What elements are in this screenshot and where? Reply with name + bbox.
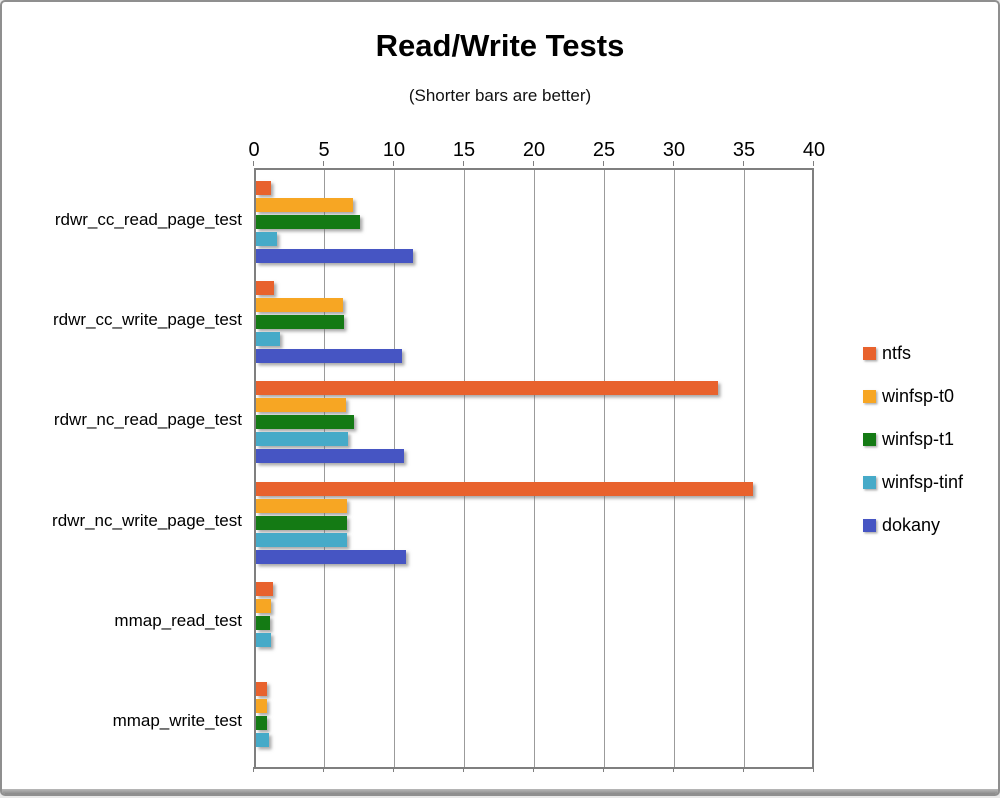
- legend-swatch-icon: [863, 519, 876, 532]
- legend-label: winfsp-tinf: [882, 472, 964, 492]
- category-label: rdwr_nc_write_page_test: [52, 511, 242, 530]
- gridline: [674, 170, 675, 767]
- x-tick-label: 20: [522, 139, 546, 161]
- bar-dokany: [256, 349, 402, 363]
- legend-swatch-icon: [863, 390, 876, 403]
- category-label: mmap_read_test: [114, 611, 242, 630]
- legend-swatch-icon: [863, 476, 876, 489]
- bar-winfsp-t0: [256, 398, 346, 412]
- gridline: [744, 170, 745, 767]
- legend-item-winfsp-tinf: winfsp-tinf: [863, 461, 963, 504]
- legend-swatch-icon: [863, 433, 876, 446]
- bar-winfsp-t0: [256, 599, 272, 613]
- x-tick-label: 15: [452, 139, 476, 161]
- bar-ntfs: [256, 281, 275, 295]
- axis-tick: [603, 161, 604, 166]
- axis-tick: [253, 767, 254, 772]
- category-label: rdwr_nc_read_page_test: [53, 410, 242, 429]
- chart-subtitle: (Shorter bars are better): [408, 86, 592, 105]
- axis-tick: [463, 767, 464, 772]
- legend-swatch-icon: [863, 347, 876, 360]
- bar-ntfs: [256, 381, 718, 395]
- bar-winfsp-tinf: [256, 633, 272, 647]
- axis-tick: [673, 767, 674, 772]
- category-label: rdwr_cc_read_page_test: [54, 210, 242, 229]
- gridline: [394, 170, 395, 767]
- gridline: [604, 170, 605, 767]
- axis-tick: [533, 161, 534, 166]
- x-tick-label: 10: [382, 139, 406, 161]
- bar-winfsp-t1: [256, 716, 268, 730]
- bar-winfsp-t1: [256, 516, 347, 530]
- bar-winfsp-tinf: [256, 733, 269, 747]
- legend-label: winfsp-t1: [882, 429, 955, 449]
- bar-ntfs: [256, 482, 753, 496]
- gridline: [534, 170, 535, 767]
- x-tick-label: 5: [318, 139, 330, 161]
- legend-item-winfsp-t0: winfsp-t0: [863, 375, 963, 418]
- bar-dokany: [256, 550, 406, 564]
- axis-tick: [323, 767, 324, 772]
- axis-tick: [813, 161, 814, 166]
- axis-tick: [253, 161, 254, 166]
- plot-area: [254, 168, 814, 769]
- window-bottom-edge: [2, 789, 998, 794]
- bar-winfsp-t0: [256, 699, 268, 713]
- legend-label: dokany: [882, 515, 941, 535]
- x-tick-label: 40: [802, 139, 826, 161]
- bar-winfsp-t1: [256, 616, 270, 630]
- bar-dokany: [256, 449, 405, 463]
- legend-label: winfsp-t0: [882, 386, 955, 406]
- x-tick-label: 25: [592, 139, 616, 161]
- bar-ntfs: [256, 181, 272, 195]
- axis-tick: [673, 161, 674, 166]
- axis-tick: [813, 767, 814, 772]
- bar-winfsp-t1: [256, 215, 360, 229]
- bar-ntfs: [256, 682, 268, 696]
- bar-winfsp-t0: [256, 198, 353, 212]
- bar-winfsp-t0: [256, 298, 343, 312]
- gridline: [324, 170, 325, 767]
- bar-winfsp-tinf: [256, 432, 349, 446]
- axis-tick: [533, 767, 534, 772]
- bar-winfsp-t0: [256, 499, 347, 513]
- bar-dokany: [256, 249, 413, 263]
- bar-winfsp-tinf: [256, 332, 280, 346]
- axis-tick: [743, 161, 744, 166]
- chart-title: Read/Write Tests: [375, 28, 625, 63]
- legend-label: ntfs: [882, 343, 912, 363]
- x-tick-label: 30: [662, 139, 686, 161]
- bar-winfsp-tinf: [256, 232, 277, 246]
- axis-tick: [323, 161, 324, 166]
- category-label: rdwr_cc_write_page_test: [53, 310, 242, 329]
- x-tick-label: 0: [248, 139, 260, 161]
- bar-winfsp-t1: [256, 415, 354, 429]
- axis-tick: [393, 161, 394, 166]
- x-tick-label: 35: [732, 139, 756, 161]
- category-label: mmap_write_test: [112, 711, 242, 730]
- legend-item-winfsp-t1: winfsp-t1: [863, 418, 963, 461]
- legend-item-dokany: dokany: [863, 504, 963, 547]
- axis-tick: [603, 767, 604, 772]
- axis-tick: [393, 767, 394, 772]
- bar-ntfs: [256, 582, 273, 596]
- legend: ntfs winfsp-t0 winfsp-t1 winfsp-tinf dokany: [863, 332, 963, 547]
- axis-tick: [743, 767, 744, 772]
- gridline: [464, 170, 465, 767]
- bar-winfsp-tinf: [256, 533, 347, 547]
- axis-tick: [463, 161, 464, 166]
- bar-winfsp-t1: [256, 315, 345, 329]
- legend-item-ntfs: ntfs: [863, 332, 963, 375]
